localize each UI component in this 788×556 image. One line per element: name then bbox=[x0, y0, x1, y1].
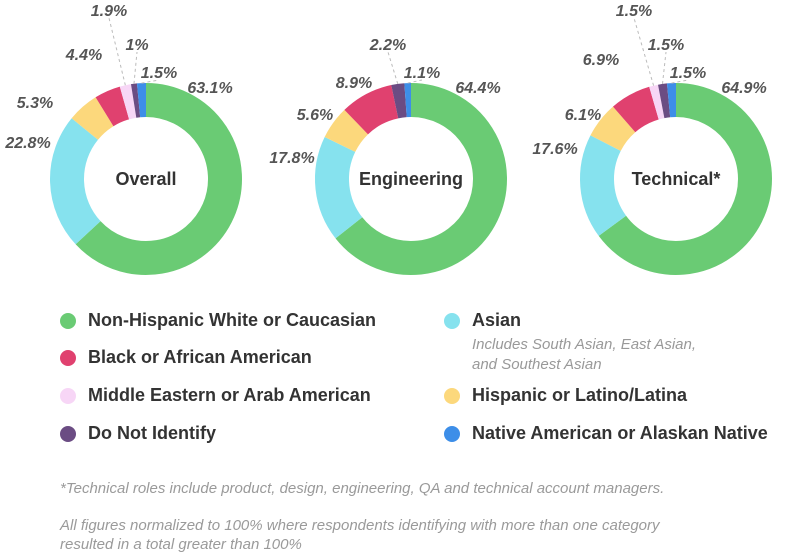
data-label: 64.9% bbox=[721, 80, 766, 97]
legend-swatch-white bbox=[60, 313, 76, 329]
data-label: 6.1% bbox=[565, 107, 601, 124]
chart-title: Overall bbox=[115, 169, 176, 189]
data-label: 5.6% bbox=[297, 107, 333, 124]
data-label: 1.9% bbox=[91, 3, 127, 20]
legend-item-white: Non-Hispanic White or Caucasian bbox=[60, 310, 376, 331]
leader-line bbox=[407, 79, 423, 84]
slice-asian bbox=[580, 135, 627, 236]
leader-line bbox=[108, 17, 126, 86]
data-label: 1.5% bbox=[141, 65, 177, 82]
legend-label-asian: Asian bbox=[472, 310, 522, 330]
legend-swatch-hispanic bbox=[444, 388, 460, 404]
legend-note-asian-line-1: Includes South Asian, East Asian, bbox=[472, 336, 697, 353]
legend-note-asian: Includes South Asian, East Asian, and So… bbox=[472, 335, 696, 375]
slice-non-hispanic-white-or-caucasian bbox=[75, 83, 242, 275]
data-label: 1.1% bbox=[404, 65, 440, 82]
donut-charts: 63.1% 22.8% 5.3% 4.4% 1.9% 1% 1.5% Overall 64.4%… bbox=[4, 3, 772, 275]
data-label: 1.5% bbox=[648, 37, 684, 54]
legend-swatch-middle-eastern bbox=[60, 388, 76, 404]
leader-line bbox=[133, 51, 138, 84]
legend-label-middle-eastern: Middle Eastern or Arab American bbox=[88, 385, 371, 405]
footnote-technical: *Technical roles include product, design… bbox=[60, 480, 665, 497]
footnote-normalized-line-2: resulted in a total greater than 100% bbox=[60, 536, 302, 553]
chart-title: Technical* bbox=[632, 169, 721, 189]
footnote-normalized-line-1: All figures normalized to 100% where res… bbox=[60, 517, 660, 534]
legend-label-do-not-identify: Do Not Identify bbox=[88, 423, 216, 443]
slice-middle-eastern-or-arab-american bbox=[119, 84, 137, 120]
slice-asian bbox=[315, 137, 363, 239]
legend-swatch-asian bbox=[444, 313, 460, 329]
slice-do-not-identify bbox=[658, 83, 671, 119]
data-label: 22.8% bbox=[4, 135, 50, 152]
data-label: 1% bbox=[125, 37, 148, 54]
slice-hispanic-or-latino-latina bbox=[324, 109, 369, 153]
slice-do-not-identify bbox=[391, 83, 408, 119]
legend: Non-Hispanic White or Caucasian Asian In… bbox=[60, 306, 788, 456]
data-label: 2.2% bbox=[369, 37, 406, 54]
leader-line bbox=[671, 79, 689, 84]
legend-item-do-not-identify: Do Not Identify bbox=[60, 423, 216, 444]
leader-line bbox=[661, 51, 667, 85]
slice-black-or-african-american bbox=[612, 86, 660, 133]
data-label: 1.5% bbox=[670, 65, 706, 82]
slice-hispanic-or-latino-latina bbox=[590, 106, 636, 152]
legend-item-black: Black or African American bbox=[60, 347, 312, 368]
slice-non-hispanic-white-or-caucasian bbox=[335, 83, 507, 275]
slice-hispanic-or-latino-latina bbox=[71, 97, 115, 141]
legend-label-black: Black or African American bbox=[88, 347, 312, 367]
legend-item-hispanic: Hispanic or Latino/Latina bbox=[444, 385, 687, 406]
data-label: 4.4% bbox=[65, 47, 102, 64]
data-label: 63.1% bbox=[187, 80, 232, 97]
data-label: 5.3% bbox=[17, 95, 53, 112]
legend-swatch-do-not-identify bbox=[60, 426, 76, 442]
legend-label-native: Native American or Alaskan Native bbox=[472, 423, 768, 443]
data-label: 17.8% bbox=[269, 150, 314, 167]
slice-do-not-identify bbox=[130, 83, 141, 118]
donut-engineering: 64.4% 17.8% 5.6%8.9% 2.2% 1.1% Engineering bbox=[269, 37, 507, 275]
legend-swatch-black bbox=[60, 350, 76, 366]
leader-line bbox=[387, 51, 399, 85]
legend-note-asian-line-2: and Southest Asian bbox=[472, 356, 602, 373]
footnote-normalized: All figures normalized to 100% where res… bbox=[60, 516, 780, 554]
data-label: 17.6% bbox=[532, 141, 577, 158]
chart-title: Engineering bbox=[359, 169, 463, 189]
slice-non-hispanic-white-or-caucasian bbox=[598, 83, 772, 275]
legend-label-white: Non-Hispanic White or Caucasian bbox=[88, 310, 377, 330]
donut-technical: 64.9% 17.6% 6.1% 6.9% 1.5% 1.5% 1.5% Technical* bbox=[532, 3, 772, 275]
slice-asian bbox=[50, 118, 101, 245]
slice-black-or-african-american bbox=[344, 85, 399, 135]
data-label: 8.9% bbox=[336, 75, 372, 92]
slice-black-or-african-american bbox=[95, 86, 130, 127]
donut-overall: 63.1% 22.8% 5.3% 4.4% 1.9% 1% 1.5% Overall bbox=[4, 3, 242, 275]
leader-line bbox=[141, 79, 160, 84]
data-label: 6.9% bbox=[583, 52, 619, 69]
legend-item-asian: Asian Includes South Asian, East Asian, … bbox=[444, 310, 696, 375]
data-label: 1.5% bbox=[616, 3, 652, 20]
legend-swatch-native bbox=[444, 426, 460, 442]
legend-item-native: Native American or Alaskan Native bbox=[444, 423, 768, 444]
legend-item-middle-eastern: Middle Eastern or Arab American bbox=[60, 385, 371, 406]
slice-middle-eastern-or-arab-american bbox=[649, 84, 665, 120]
legend-label-hispanic: Hispanic or Latino/Latina bbox=[472, 385, 688, 405]
data-label: 64.4% bbox=[455, 80, 500, 97]
